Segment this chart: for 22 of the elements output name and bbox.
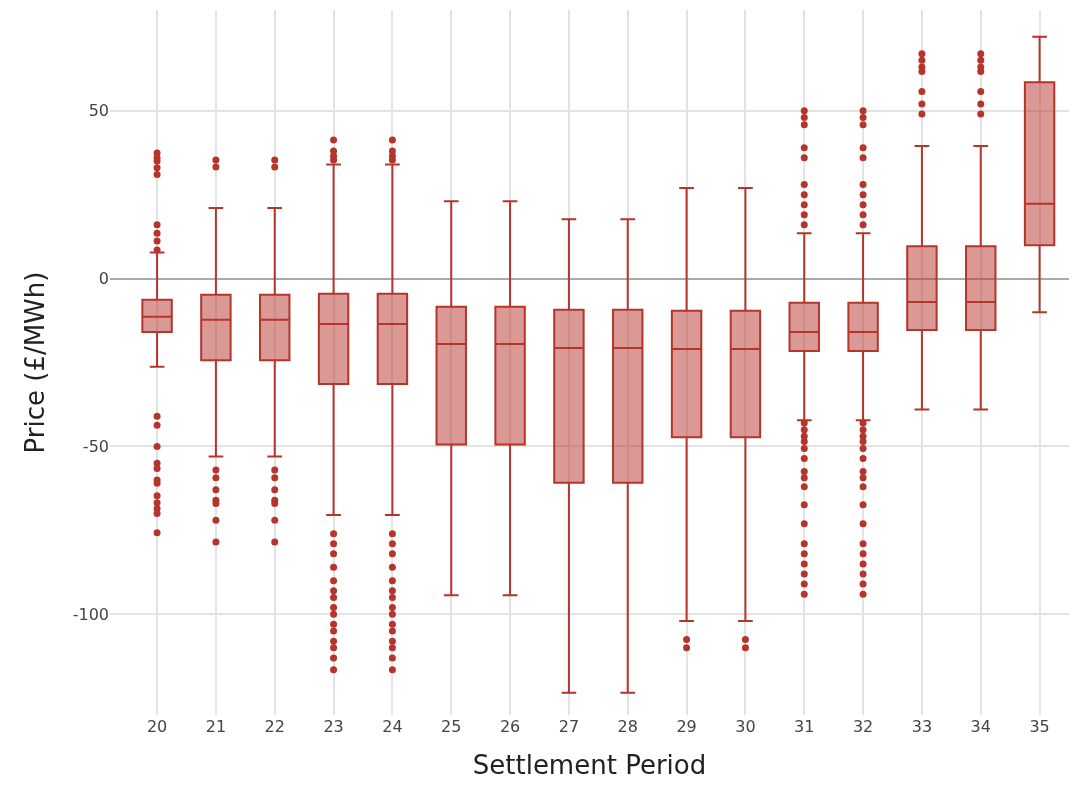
x-tick-label: 20 [146, 717, 168, 736]
y-tick-label: 50 [88, 101, 109, 121]
x-tick-label: 33 [911, 717, 933, 736]
x-tick-label: 31 [794, 717, 815, 736]
x-tick-label: 21 [205, 717, 227, 736]
x-tick-label: 28 [617, 717, 638, 736]
x-tick-label: 34 [970, 717, 991, 736]
x-tick-label: 35 [1029, 717, 1050, 736]
x-axis-title: Settlement Period [472, 749, 707, 780]
x-tick-label: 29 [676, 717, 697, 736]
x-tick-label: 23 [323, 717, 344, 736]
x-tick-label: 30 [735, 717, 756, 736]
y-tick-label: 0 [98, 269, 109, 289]
x-tick-label: 27 [558, 717, 580, 736]
x-tick-label: 26 [499, 717, 521, 736]
x-tick-label: 25 [441, 717, 462, 736]
y-tick-label: -50 [82, 437, 109, 457]
y-tick-label: -100 [72, 604, 109, 624]
x-tick-label: 24 [382, 717, 403, 736]
y-axis-title: Price (£/MWh) [20, 271, 51, 454]
x-tick-label: 32 [852, 717, 874, 736]
x-tick-label: 22 [264, 717, 285, 736]
